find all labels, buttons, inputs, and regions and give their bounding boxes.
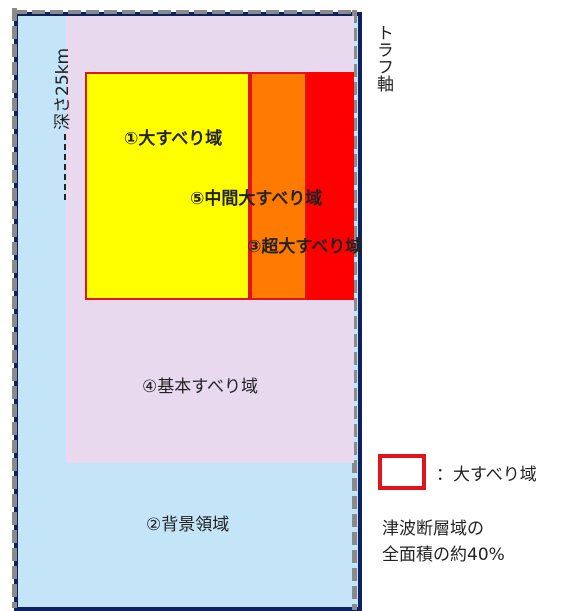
legend-swatch bbox=[378, 454, 426, 490]
area-note-line1: 津波断層域の bbox=[382, 519, 484, 539]
dashed-edge-left bbox=[12, 8, 17, 608]
depth-label: 深さ25km bbox=[53, 47, 73, 130]
intermediate-slip-zone bbox=[250, 72, 305, 300]
basic-slip-label: ④基本すべり域 bbox=[142, 377, 259, 397]
area-note-line2: 全面積の約40% bbox=[382, 545, 505, 565]
background-zone-label: ②背景領域 bbox=[146, 515, 230, 535]
intermediate-slip-label: ⑤中間大すべり域 bbox=[190, 189, 323, 209]
super-large-slip-label: ③超大すべり域 bbox=[247, 237, 363, 257]
dashed-edge-top bbox=[14, 10, 352, 14]
legend-label: ：大すべり域 bbox=[436, 465, 537, 485]
large-slip-zone bbox=[85, 72, 250, 300]
trough-axis-label: トラフ軸 bbox=[373, 24, 393, 92]
dashed-edge-right bbox=[352, 10, 357, 610]
super-large-slip-zone bbox=[305, 72, 354, 300]
depth-indicator-line bbox=[64, 134, 66, 200]
large-slip-label: ①大すべり域 bbox=[124, 129, 223, 149]
